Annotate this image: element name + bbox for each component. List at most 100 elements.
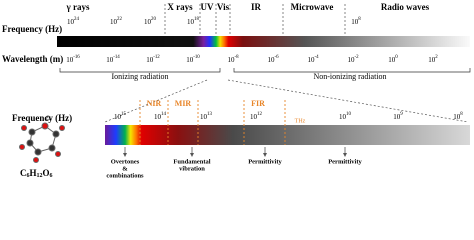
- tick-exponent: 8: [358, 17, 361, 22]
- tick-base: 10: [200, 113, 208, 121]
- tick-label: 10-12: [146, 55, 160, 63]
- tick-exponent: -10: [193, 55, 200, 60]
- formula-element: H: [30, 168, 37, 178]
- formula-element: C: [20, 168, 27, 178]
- tick-exponent: 0: [395, 55, 398, 60]
- tick-base: 10: [146, 56, 154, 64]
- tick-base: 10: [307, 56, 315, 64]
- tick-label: 100: [388, 55, 398, 63]
- tick-label: 1024: [67, 17, 79, 25]
- tick-label: 108: [351, 17, 361, 25]
- region-label: FIR: [251, 99, 265, 108]
- tick-base: 10: [154, 113, 162, 121]
- tick-label: 1010: [339, 112, 351, 120]
- band-label: X rays: [167, 2, 193, 12]
- non-ionizing-label: Non-ionizing radiation: [313, 72, 386, 81]
- tick-base: 10: [114, 113, 122, 121]
- tick-label: 1015: [114, 112, 126, 120]
- tick-exponent: 13: [207, 112, 212, 117]
- tick-exponent: -2: [354, 55, 359, 60]
- tick-base: 10: [250, 113, 258, 121]
- annotation: combinations: [106, 172, 144, 179]
- annotation-arrowhead: [263, 153, 267, 157]
- spectrum-bar: [57, 36, 470, 47]
- tick-base: 10: [388, 56, 396, 64]
- tick-base: 10: [110, 18, 118, 26]
- tick-exponent: -6: [274, 55, 279, 60]
- tick-exponent: -8: [234, 55, 239, 60]
- tick-label: 109: [393, 112, 403, 120]
- band-separators: [164, 4, 346, 36]
- region-label: NIR: [147, 99, 162, 108]
- band-label: Microwave: [291, 2, 334, 12]
- annotation-arrowhead: [343, 153, 347, 157]
- tick-exponent: 8: [460, 112, 463, 117]
- tick-label: 1022: [110, 17, 122, 25]
- tick-exponent: 15: [121, 112, 126, 117]
- tick-label: 102: [428, 55, 438, 63]
- thz-label: THz: [295, 118, 306, 124]
- annotation: Overtones: [111, 158, 140, 165]
- tick-base: 10: [144, 18, 152, 26]
- tick-label: 10-2: [347, 55, 359, 63]
- spectrum-diagram: Frequency (Hz) Wavelength (m) Ionizing r…: [2, 2, 471, 179]
- frequency-label: Frequency (Hz): [2, 24, 62, 34]
- ir-spectrum-bar: [105, 125, 470, 145]
- tick-base: 10: [66, 56, 74, 64]
- tick-label: 1012: [250, 112, 262, 120]
- tick-exponent: -14: [113, 55, 120, 60]
- tick-exponent: -16: [73, 55, 80, 60]
- tick-exponent: 20: [151, 17, 156, 22]
- band-label: UV: [201, 2, 214, 12]
- band-label: γ rays: [66, 2, 90, 12]
- tick-label: 1020: [144, 17, 156, 25]
- tick-base: 10: [351, 18, 359, 26]
- tick-label: 108: [453, 112, 463, 120]
- tick-label: 10-16: [66, 55, 80, 63]
- region-label: MIR: [175, 99, 192, 108]
- tick-exponent: -12: [153, 55, 160, 60]
- tick-exponent: 22: [117, 17, 122, 22]
- band-label: IR: [251, 2, 262, 12]
- tick-base: 10: [67, 18, 75, 26]
- band-label: Vis: [217, 2, 230, 12]
- annotation: &: [122, 165, 128, 172]
- formula-subscript: 12: [37, 173, 43, 179]
- tick-label: 10-10: [186, 55, 200, 63]
- zoom-lines: [104, 79, 469, 123]
- tick-exponent: -4: [314, 55, 319, 60]
- annotation: Permittivity: [328, 158, 362, 165]
- tick-base: 10: [187, 18, 195, 26]
- tick-base: 10: [267, 56, 275, 64]
- tick-base: 10: [347, 56, 355, 64]
- annotation-arrowhead: [190, 153, 194, 157]
- ionizing-label: Ionizing radiation: [111, 72, 168, 81]
- tick-label: 10-6: [267, 55, 279, 63]
- tick-label: 1018: [187, 17, 199, 25]
- tick-label: 10-4: [307, 55, 319, 63]
- brackets: [59, 68, 471, 73]
- tick-exponent: 10: [346, 112, 351, 117]
- formula-subscript: 6: [27, 173, 30, 179]
- band-label: Radio waves: [381, 2, 430, 12]
- tick-base: 10: [453, 113, 461, 121]
- tick-base: 10: [428, 56, 436, 64]
- tick-label: 10-8: [227, 55, 239, 63]
- glucose-molecule: [19, 115, 65, 163]
- formula: C6H12O6: [20, 168, 53, 179]
- tick-base: 10: [393, 113, 401, 121]
- annotation-arrowhead: [123, 153, 127, 157]
- tick-exponent: 2: [435, 55, 438, 60]
- tick-exponent: 24: [74, 17, 79, 22]
- annotation: Permittivity: [248, 158, 282, 165]
- tick-base: 10: [339, 113, 347, 121]
- tick-exponent: 12: [257, 112, 262, 117]
- tick-exponent: 18: [194, 17, 199, 22]
- annotation: Fundamental: [173, 158, 210, 165]
- tick-base: 10: [227, 56, 235, 64]
- formula-element: O: [43, 168, 50, 178]
- formula-subscript: 6: [50, 173, 53, 179]
- tick-base: 10: [186, 56, 194, 64]
- tick-exponent: 14: [161, 112, 166, 117]
- region-separators: [139, 100, 286, 145]
